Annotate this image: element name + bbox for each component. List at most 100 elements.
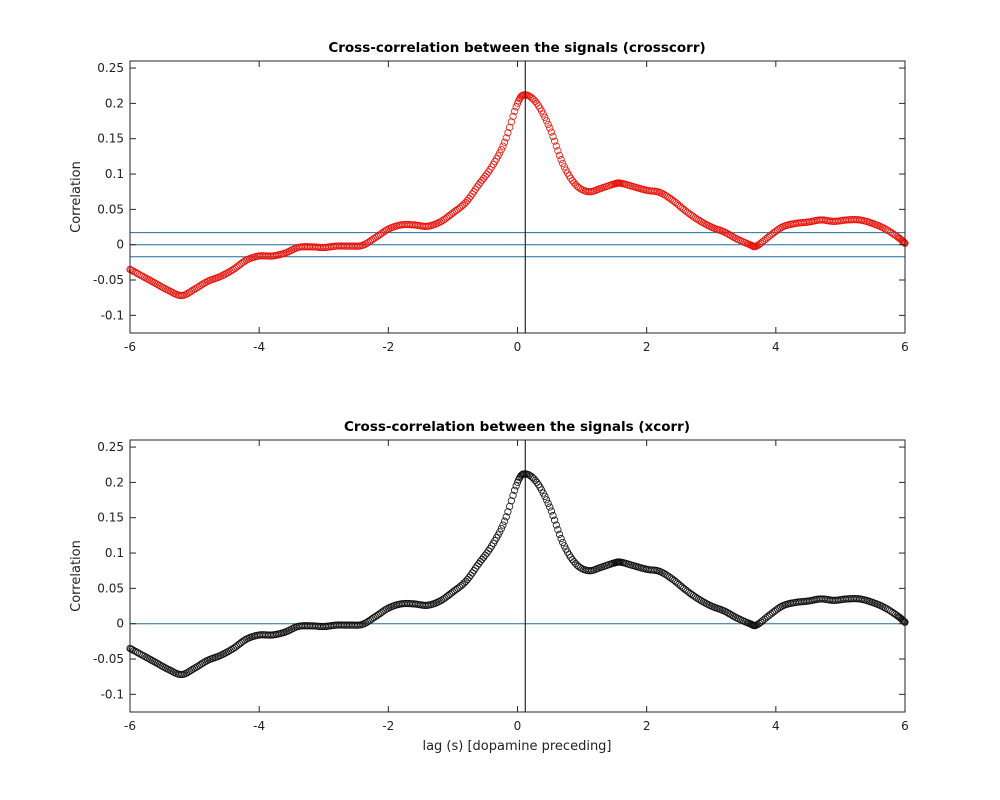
data-point [484, 168, 493, 176]
data-point [163, 665, 171, 673]
data-point [507, 497, 515, 505]
y-tick-label: 0.15 [97, 132, 124, 146]
data-point [384, 604, 392, 612]
data-point [203, 277, 212, 286]
data-point [499, 521, 507, 529]
data-point [169, 289, 178, 297]
y-axis-label: Correlation [69, 540, 84, 612]
data-point [704, 600, 712, 609]
data-point [216, 651, 225, 660]
data-point [549, 511, 557, 520]
y-tick-label: 0 [116, 617, 124, 631]
y-tick-label: 0.1 [105, 546, 124, 560]
data-point [559, 159, 567, 168]
data-point [216, 272, 225, 281]
data-point [885, 606, 893, 614]
data-point [512, 103, 520, 111]
data-point [549, 132, 557, 141]
data-point [133, 269, 142, 278]
y-tick-label: 0.25 [97, 440, 124, 454]
data-point [512, 482, 520, 490]
data-point [554, 147, 562, 155]
x-tick-label: 2 [643, 340, 651, 354]
data-point [500, 517, 509, 525]
data-point [502, 513, 510, 521]
x-tick-label: -2 [382, 340, 394, 354]
y-tick-label: 0.2 [105, 96, 124, 110]
y-tick-label: -0.1 [101, 687, 124, 701]
data-point [506, 502, 514, 510]
x-tick-label: 4 [772, 340, 780, 354]
x-tick-label: -2 [382, 719, 394, 733]
data-point [777, 224, 785, 232]
plot-area: -6 -4 -2 0 2 4 6 -0.1 -0.05 0 0.05 0.1 0.15 0.2 0.25 [93, 60, 909, 354]
data-point [202, 278, 210, 286]
data-point [546, 503, 554, 511]
data-point [202, 657, 210, 665]
data-point [289, 245, 297, 253]
data-point [900, 238, 908, 246]
data-point [551, 516, 559, 524]
data-point [497, 145, 505, 154]
x-tick-label: 0 [514, 719, 522, 733]
subplot-xcorr: Cross-correlation between the signals (x… [69, 419, 909, 754]
data-point [287, 246, 296, 254]
data-point [500, 138, 509, 146]
chart-title: Cross-correlation between the signals (x… [344, 419, 690, 435]
data-point [546, 124, 554, 132]
data-point [898, 616, 907, 624]
data-point [706, 601, 714, 609]
data-point [898, 237, 907, 245]
data-point [502, 134, 510, 142]
data-point [163, 286, 171, 294]
data-point [484, 547, 493, 555]
data-point [704, 221, 712, 230]
data-point [706, 222, 714, 230]
data-point [287, 625, 296, 633]
data-point [552, 142, 560, 150]
data-point [504, 129, 512, 137]
data-point [547, 128, 556, 136]
data-point [551, 137, 559, 145]
y-tick-label: -0.1 [101, 308, 124, 322]
data-point [496, 149, 504, 157]
data-point [130, 267, 138, 276]
data-point [555, 151, 564, 159]
data-point [544, 120, 552, 129]
data-point [133, 648, 142, 657]
y-tick-label: -0.05 [93, 273, 124, 287]
data-point [509, 112, 517, 120]
data-point [877, 223, 885, 231]
x-tick-label: 6 [901, 719, 909, 733]
y-tick-label: 0.1 [105, 167, 124, 181]
data-point [499, 142, 507, 150]
data-point [132, 268, 140, 277]
y-tick-label: 0.15 [97, 511, 124, 525]
data-point [541, 113, 549, 121]
y-tick-label: 0 [116, 238, 124, 252]
data-point [511, 486, 519, 494]
plot-area: -6 -4 -2 0 2 4 6 -0.1 -0.05 0 0.05 0.1 0.15 0.2 0.25 [93, 439, 909, 733]
data-point [883, 226, 891, 234]
data-point [496, 528, 504, 536]
data-point [242, 635, 250, 643]
data-point [544, 499, 552, 508]
data-point [777, 603, 785, 611]
data-point [130, 646, 138, 655]
x-tick-label: 4 [772, 719, 780, 733]
data-point [539, 110, 547, 118]
data-point [289, 624, 297, 633]
y-tick-label: 0.05 [97, 581, 124, 595]
data-point [511, 107, 519, 115]
data-point [507, 118, 515, 126]
data-point [542, 117, 551, 125]
data-point [877, 602, 885, 610]
data-point [504, 508, 512, 516]
chart-title: Cross-correlation between the signals (c… [328, 40, 705, 56]
data-point [497, 524, 505, 533]
data-point [557, 156, 565, 164]
data-point [384, 225, 392, 233]
data-point [555, 530, 564, 538]
x-tick-label: -4 [253, 340, 265, 354]
